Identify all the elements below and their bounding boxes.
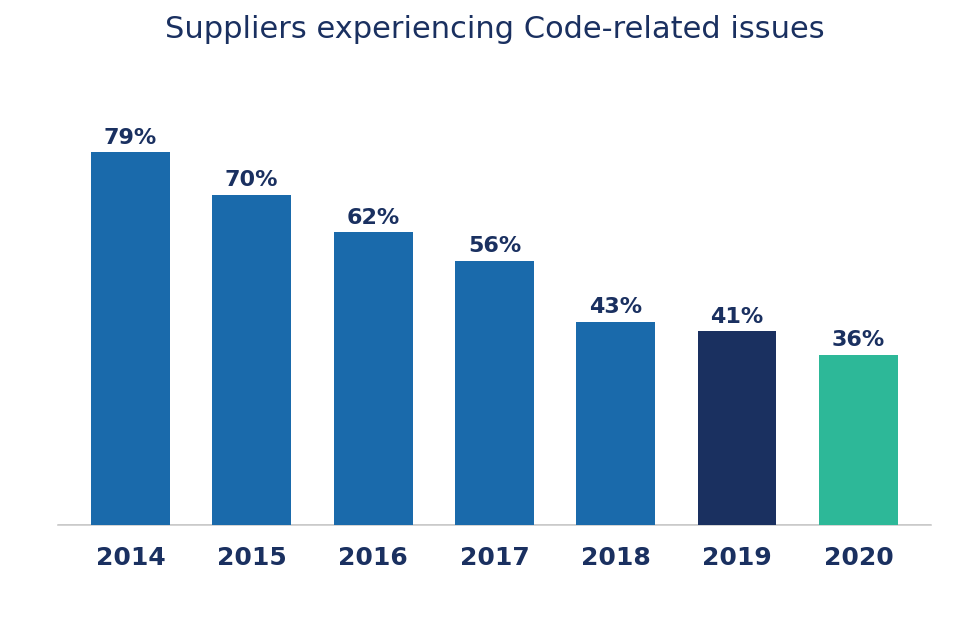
Bar bbox=[212, 195, 291, 525]
Title: Suppliers experiencing Code-related issues: Suppliers experiencing Code-related issu… bbox=[164, 15, 825, 44]
Bar bbox=[698, 332, 777, 525]
Bar bbox=[455, 260, 534, 525]
Bar bbox=[819, 355, 898, 525]
Text: 41%: 41% bbox=[710, 307, 764, 327]
Text: 79%: 79% bbox=[104, 127, 157, 148]
Text: 56%: 56% bbox=[468, 236, 521, 256]
Text: 70%: 70% bbox=[225, 170, 278, 190]
Bar bbox=[91, 152, 170, 525]
Bar bbox=[334, 232, 413, 525]
Text: 62%: 62% bbox=[347, 208, 399, 228]
Bar bbox=[576, 322, 655, 525]
Text: 36%: 36% bbox=[831, 330, 885, 350]
Text: 43%: 43% bbox=[589, 298, 642, 317]
